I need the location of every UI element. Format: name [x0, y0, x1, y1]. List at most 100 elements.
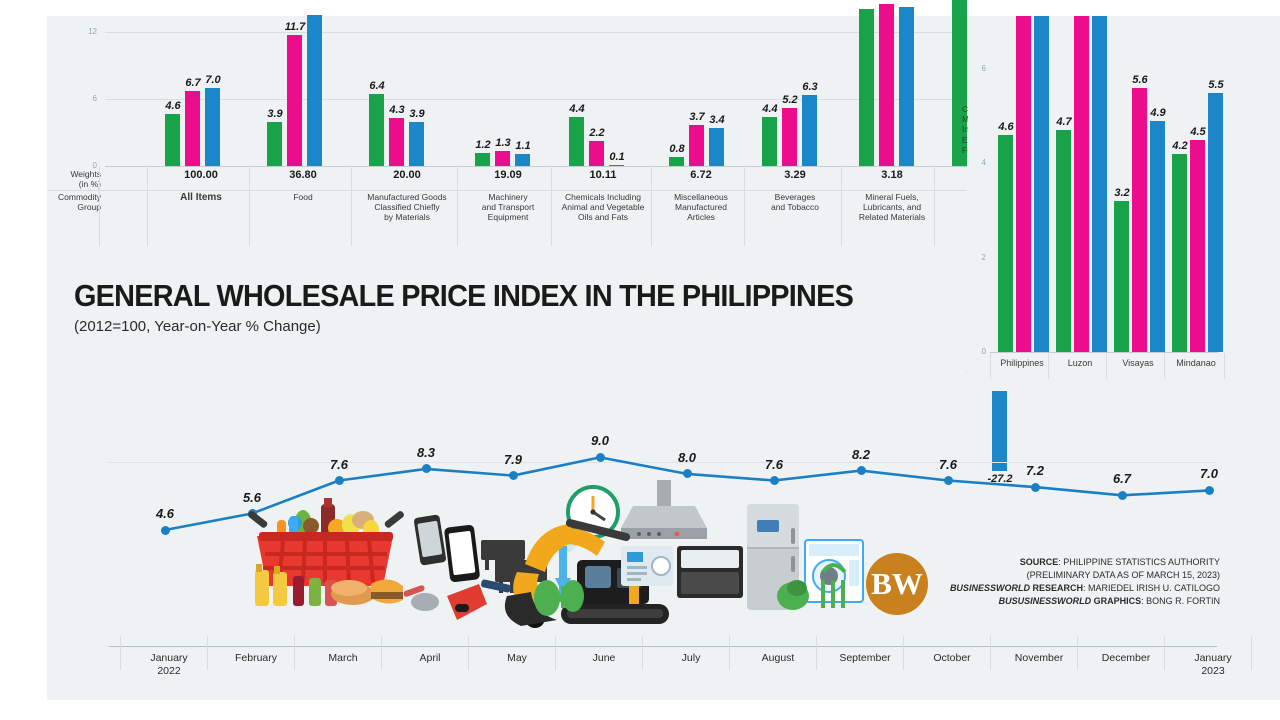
bar-pink: [689, 124, 704, 166]
regional-separator: [1224, 353, 1225, 379]
businessworld-logo: BW: [866, 553, 928, 615]
bar-value-label: 7.0: [205, 73, 221, 86]
regional-separator: [1106, 353, 1107, 379]
commodity-illustration: [225, 468, 865, 640]
y-axis-tick: 12: [88, 26, 97, 36]
line-value-label: 7.0: [1199, 466, 1219, 482]
research-brand: BUSINESSWORLD: [949, 583, 1030, 594]
month-tick: [207, 636, 208, 670]
regional-value-label: 5.6: [1132, 74, 1148, 86]
line-value-label: 8.0: [677, 449, 697, 465]
regional-bar-blue: [1208, 92, 1223, 352]
bar-value-label: 11.7: [284, 20, 306, 33]
bar-group: [847, 3, 937, 166]
bar-green: [669, 157, 684, 166]
commodity-cell: Manufactured Goods Classified Chiefly by M…: [367, 192, 447, 223]
line-value-label: 6.7: [1112, 471, 1132, 487]
bar-pink: [495, 151, 510, 166]
regional-chart-baseline: [990, 352, 1218, 353]
research-credit-line: BUSINESSWORLD RESEARCH: MARIEDEL IRISH U…: [930, 582, 1220, 595]
page-title: GENERAL WHOLESALE PRICE INDEX IN THE PHI…: [74, 278, 854, 313]
table-cell-separator: [99, 166, 100, 246]
month-tick: [1164, 636, 1165, 670]
line-data-point: [1030, 482, 1040, 492]
y-axis-tick: 6: [92, 93, 97, 103]
regional-y-tick: 6: [981, 64, 986, 74]
weight-cell: 3.29: [784, 169, 806, 181]
regional-category-label: Visayas: [1122, 358, 1154, 368]
table-cell-separator: [934, 166, 935, 246]
commodity-group-chart: 0 6 12 4.6 6.7 7.0 3.9 11.7 6.4 4.3 3.9 1.2 1.3 1.1 4.…: [47, 0, 1027, 485]
regional-bar-green: [998, 135, 1013, 352]
table-cell-separator: [457, 166, 458, 246]
bar-value-label: 3.7: [689, 110, 705, 123]
regional-value-label: 4.5: [1190, 125, 1206, 138]
month-tick: [120, 636, 121, 670]
bar-value-label: 1.1: [515, 139, 531, 152]
weight-cell: 3.18: [881, 169, 903, 181]
stove-icon: [677, 546, 743, 598]
bar-value-label: 4.4: [762, 102, 778, 115]
commodity-cell: Beverages and Tobacco: [770, 192, 820, 213]
grocery-basket-icon: [248, 498, 404, 606]
month-tick: [294, 636, 295, 670]
month-tick: [903, 636, 904, 670]
regional-bar-green: [1172, 154, 1187, 352]
bar-green: [369, 94, 384, 166]
bar-pink: [185, 90, 200, 166]
regional-value-label: 4.7: [1056, 116, 1072, 129]
graphics-brand: BUSUSINESSWORLD: [998, 596, 1092, 607]
month-tick: [555, 636, 556, 670]
month-label: January 2023: [1194, 652, 1232, 678]
month-tick: [990, 636, 991, 670]
bar-blue: [609, 164, 624, 166]
line-value-label: 7.2: [1025, 463, 1045, 479]
line-data-point: [1117, 490, 1127, 500]
source-line-1: SOURCE: PHILIPPINE STATISTICS AUTHORITY: [930, 556, 1220, 569]
bar-blue: [205, 87, 220, 166]
bar-value-label: 4.6: [165, 100, 181, 113]
y-axis-tick: 0: [92, 161, 97, 170]
bar-group: 1.2 1.3 1.1: [463, 16, 553, 166]
regional-bar-pink: [1074, 16, 1089, 352]
month-tick: [1251, 636, 1252, 670]
weight-cell: 100.00: [184, 169, 218, 181]
commodity-cell: All Items: [180, 192, 222, 203]
bar-green: [267, 122, 282, 166]
regional-bar-pink: [1016, 16, 1031, 352]
bar-pink: [879, 3, 894, 166]
line-data-point: [334, 476, 344, 485]
washing-machine-icon: [777, 539, 864, 610]
line-value-label: 8.3: [416, 444, 436, 460]
month-tick: [1077, 636, 1078, 670]
grid-line: [105, 31, 967, 33]
bar-group: 0.8 3.7 3.4: [657, 16, 745, 166]
page-subtitle: (2012=100, Year-on-Year % Change): [74, 318, 321, 335]
month-label: January 2022: [150, 652, 188, 678]
regional-separator: [1048, 353, 1049, 379]
line-data-point: [682, 469, 692, 479]
line-value-label: 7.6: [764, 456, 784, 472]
regional-y-tick: 2: [981, 252, 986, 262]
month-label: September: [839, 652, 891, 664]
month-label: July: [681, 652, 701, 664]
line-value-label: 8.2: [851, 446, 871, 462]
regional-chart-plot: 0 2 4 6 4.6 4.7 3.2 5.6 4.9 4.2 4.5 5.5: [982, 16, 1224, 356]
commodity-chart-table: Weights (in %) Commodity Group 100.00 All Ite…: [47, 166, 1027, 246]
weight-cell: 36.80: [289, 169, 317, 181]
regional-category-label: Philippines: [1000, 358, 1044, 368]
regional-y-tick: 4: [981, 158, 986, 168]
bar-value-label: 6.7: [185, 76, 201, 89]
weight-cell: 19.09: [494, 169, 522, 181]
bar-green: [475, 152, 490, 166]
weights-row-label: Weights (in %): [70, 169, 101, 189]
line-chart-axis: [109, 646, 1217, 647]
bar-value-label: 6.3: [802, 81, 818, 94]
line-chart-reference-line: [107, 462, 1217, 463]
bar-value-label: 4.3: [389, 103, 405, 116]
commodity-chart-plot: 0 6 12 4.6 6.7 7.0 3.9 11.7 6.4 4.3 3.9 1.2 1.3 1.1 4.…: [88, 0, 1013, 485]
regional-value-label: 4.9: [1150, 107, 1166, 119]
bar-value-label: 5.2: [782, 93, 798, 106]
table-cell-separator: [249, 166, 250, 246]
bar-value-label: 6.4: [369, 80, 385, 93]
